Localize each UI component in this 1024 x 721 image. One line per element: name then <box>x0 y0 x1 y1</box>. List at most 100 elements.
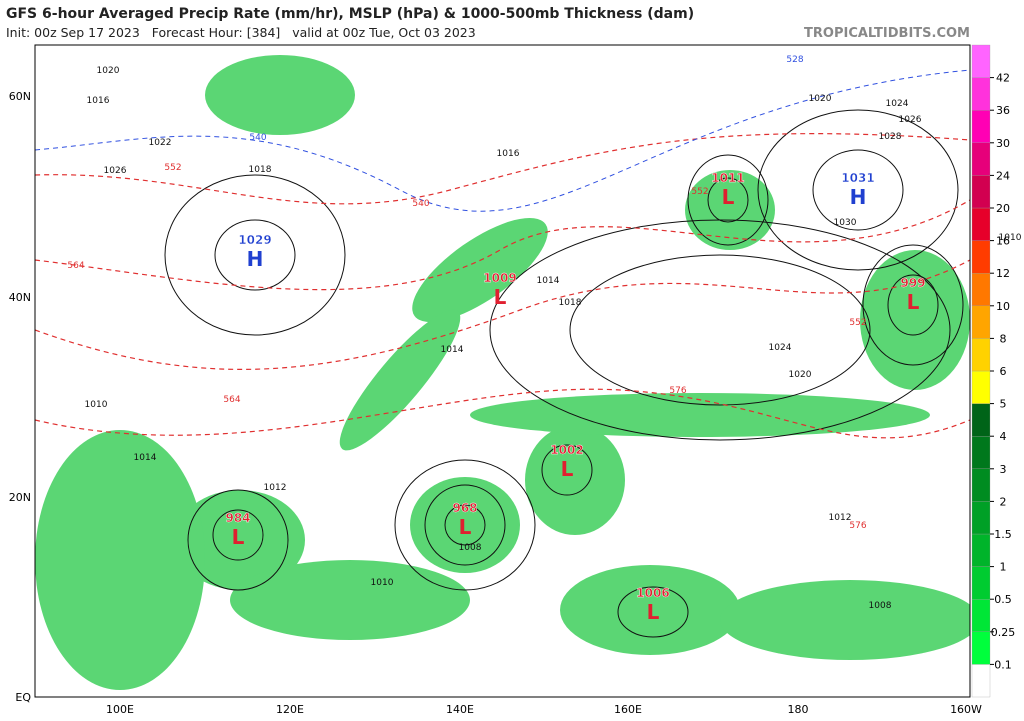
colorbar-segment <box>971 566 991 600</box>
thickness-label: 564 <box>223 395 240 405</box>
lon-label: 100E <box>106 703 134 716</box>
colorbar-label: 3 <box>1000 463 1007 476</box>
colorbar-label: 2 <box>1000 495 1007 508</box>
map-area <box>35 45 970 697</box>
colorbar-segment <box>971 44 991 78</box>
isobar-label: 1024 <box>769 343 792 353</box>
colorbar-segment <box>971 370 991 404</box>
colorbar-segment <box>971 599 991 632</box>
map-frame <box>34 44 971 698</box>
center-pressure: 1002 <box>550 443 583 457</box>
isobar-label: 1020 <box>789 370 812 380</box>
isobar-label: 1020 <box>97 66 120 76</box>
colorbar-label: 20 <box>996 202 1010 215</box>
thickness-label: 552 <box>849 318 866 328</box>
title: GFS 6-hour Averaged Precip Rate (mm/hr),… <box>6 6 694 22</box>
center-symbol: L <box>561 457 574 481</box>
colorbar-label: 4 <box>1000 430 1007 443</box>
subtitle: Init: 00z Sep 17 2023 Forecast Hour: [38… <box>6 25 476 40</box>
center-pressure: 1031 <box>841 171 874 185</box>
center-symbol: L <box>459 515 472 539</box>
colorbar-label: 10 <box>996 300 1010 313</box>
isobar-label: 1026 <box>104 166 127 176</box>
isobar-label: 1010 <box>85 400 108 410</box>
center-symbol: H <box>850 185 867 209</box>
isobar-label: 1014 <box>537 276 560 286</box>
isobar-label: 1012 <box>264 483 287 493</box>
colorbar-segment <box>971 305 991 339</box>
isobar-label: 1008 <box>459 543 482 553</box>
colorbar-label: 0.1 <box>994 658 1012 671</box>
colorbar-segment <box>971 142 991 176</box>
center-pressure: 1029 <box>238 233 271 247</box>
isobar-label: 1028 <box>879 132 902 142</box>
lat-label: 20N <box>9 491 31 504</box>
colorbar-label: 8 <box>1000 332 1007 345</box>
colorbar-label: 24 <box>996 169 1010 182</box>
thickness-label: 552 <box>691 187 708 197</box>
center-pressure: 999 <box>900 276 925 290</box>
isobar-label: 1008 <box>869 601 892 611</box>
isobar-label: 1018 <box>249 165 272 175</box>
thickness-label: 540 <box>412 199 429 209</box>
thickness-label: 540 <box>249 133 266 143</box>
thickness-label: 576 <box>669 386 686 396</box>
colorbar-segment <box>971 468 991 502</box>
colorbar-label: 0.5 <box>994 593 1012 606</box>
lon-label: 180 <box>788 703 809 716</box>
center-pressure: 1006 <box>636 586 669 600</box>
lon-label: 140E <box>446 703 474 716</box>
isobar-label: 1016 <box>87 96 110 106</box>
colorbar-segment <box>971 77 991 111</box>
center-pressure: 1009 <box>483 271 516 285</box>
colorbar-segment <box>971 175 991 209</box>
isobar-label: 1010 <box>371 578 394 588</box>
center-symbol: L <box>232 525 245 549</box>
thickness-label: 564 <box>67 261 84 271</box>
colorbar-label: 30 <box>996 137 1010 150</box>
isobar-label: 1022 <box>149 138 172 148</box>
center-pressure: 984 <box>225 511 250 525</box>
isobar-label: 1010 <box>999 233 1022 243</box>
center-symbol: L <box>907 290 920 314</box>
center-symbol: L <box>722 185 735 209</box>
lon-label: 160E <box>614 703 642 716</box>
center-symbol: L <box>647 600 660 624</box>
center-symbol: H <box>247 247 264 271</box>
thickness-label: 576 <box>849 521 866 531</box>
isobar-label: 1014 <box>441 345 464 355</box>
thickness-label: 528 <box>786 55 803 65</box>
colorbar-segment <box>971 110 991 143</box>
lat-label: 40N <box>9 291 31 304</box>
colorbar-segment <box>971 664 991 698</box>
lon-label: 120E <box>276 703 304 716</box>
colorbar-segment <box>971 338 991 372</box>
colorbar-segment <box>971 403 991 437</box>
thickness-label: 552 <box>164 163 181 173</box>
center-symbol: L <box>494 285 507 309</box>
colorbar-label: 42 <box>996 72 1010 85</box>
isobar-label: 1026 <box>899 115 922 125</box>
isobar-label: 1020 <box>809 94 832 104</box>
center-pressure: 1011 <box>711 171 744 185</box>
isobar-label: 1030 <box>834 218 857 228</box>
colorbar-segment <box>971 631 991 665</box>
isobar-label: 1018 <box>559 298 582 308</box>
lat-label: 60N <box>9 90 31 103</box>
colorbar-segment <box>971 207 991 241</box>
isobar-label: 1016 <box>497 149 520 159</box>
colorbar-label: 12 <box>996 267 1010 280</box>
site-name: TROPICALTIDBITS.COM <box>804 26 970 41</box>
colorbar-label: 16 <box>996 235 1010 248</box>
isobar-label: 1012 <box>829 513 852 523</box>
lon-label: 160W <box>950 703 982 716</box>
colorbar-segment <box>971 273 991 306</box>
isobar-label: 1024 <box>886 99 909 109</box>
center-pressure: 968 <box>452 501 477 515</box>
isobar-label: 1014 <box>134 453 157 463</box>
colorbar-label: 1.5 <box>994 528 1012 541</box>
colorbar-label: 36 <box>996 104 1010 117</box>
colorbar-label: 6 <box>1000 365 1007 378</box>
